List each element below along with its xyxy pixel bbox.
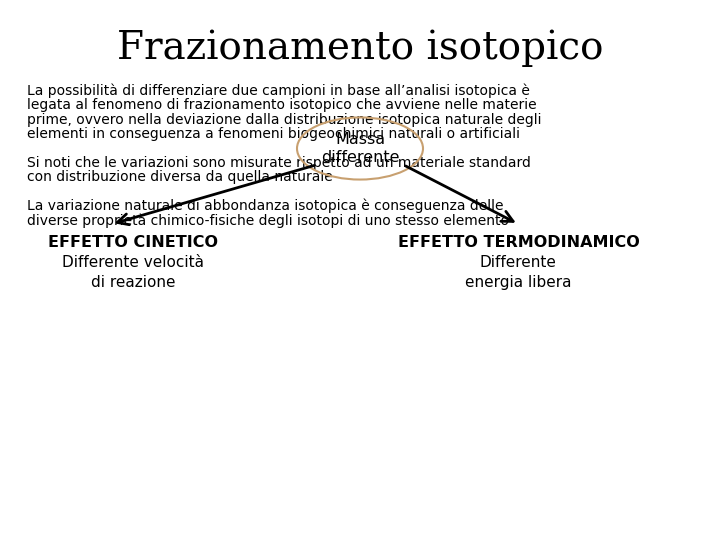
Text: La variazione naturale di abbondanza isotopica è conseguenza delle: La variazione naturale di abbondanza iso… [27,199,504,213]
Text: prime, ovvero nella deviazione dalla distribuzione isotopica naturale degli: prime, ovvero nella deviazione dalla dis… [27,113,542,127]
Text: EFFETTO TERMODINAMICO: EFFETTO TERMODINAMICO [397,235,639,250]
Text: elementi in conseguenza a fenomeni biogeochimici naturali o artificiali: elementi in conseguenza a fenomeni bioge… [27,127,521,141]
Text: Frazionamento isotopico: Frazionamento isotopico [117,30,603,67]
Text: EFFETTO CINETICO: EFFETTO CINETICO [48,235,218,250]
Text: Differente velocità
di reazione: Differente velocità di reazione [62,255,204,289]
Text: con distribuzione diversa da quella naturale: con distribuzione diversa da quella natu… [27,170,333,184]
Text: La possibilità di differenziare due campioni in base all’analisi isotopica è: La possibilità di differenziare due camp… [27,84,530,98]
Text: Massa
differente: Massa differente [320,132,400,165]
Text: diverse proprietà chimico-fisiche degli isotopi di uno stesso elemento: diverse proprietà chimico-fisiche degli … [27,213,509,228]
Text: Si noti che le variazioni sono misurate rispetto ad un materiale standard: Si noti che le variazioni sono misurate … [27,156,531,170]
Text: Differente
energia libera: Differente energia libera [465,255,572,289]
Text: legata al fenomeno di frazionamento isotopico che avviene nelle materie: legata al fenomeno di frazionamento isot… [27,98,537,112]
